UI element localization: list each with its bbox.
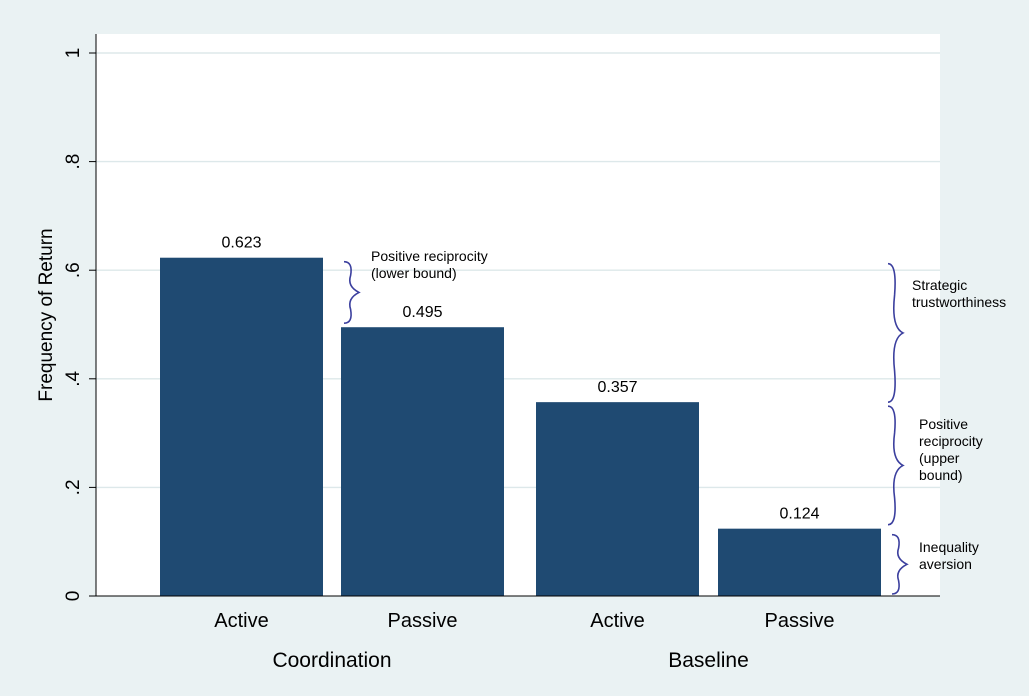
y-tick-label-4: .8 bbox=[63, 154, 84, 170]
annotation-text-0: Positive reciprocity (lower bound) bbox=[371, 248, 488, 281]
category-label-1: Passive bbox=[387, 610, 457, 632]
y-tick-label-1: .2 bbox=[63, 479, 84, 495]
annotation-text-2: Positive reciprocity (upper bound) bbox=[919, 416, 983, 483]
annotation-line: (upper bbox=[919, 450, 960, 466]
category-label-0: Active bbox=[214, 610, 268, 632]
bar-0 bbox=[160, 257, 323, 596]
annotation-line: reciprocity bbox=[919, 433, 983, 449]
annotation-line: Inequality bbox=[919, 539, 979, 555]
category-label-2: Active bbox=[590, 610, 644, 632]
annotation-line: Strategic bbox=[912, 277, 967, 293]
data-labels: 0.623 Active 0.495 Passive 0.357 Active 0.124 P… bbox=[214, 235, 834, 672]
annotation-brace-1 bbox=[887, 262, 905, 403]
annotation-line: aversion bbox=[919, 556, 972, 572]
annotation-line: (lower bound) bbox=[371, 265, 457, 281]
group-label-0: Coordination bbox=[272, 649, 391, 672]
annotation-line: bound) bbox=[919, 467, 963, 483]
annotation-text-1: Strategic trustworthiness bbox=[912, 277, 1006, 310]
annotation-brace-2 bbox=[887, 405, 905, 526]
data-label-2: 0.357 bbox=[597, 379, 637, 396]
bars bbox=[160, 257, 881, 596]
data-label-3: 0.124 bbox=[779, 506, 819, 523]
annotation-line: Positive reciprocity bbox=[371, 248, 488, 264]
bar-1 bbox=[341, 327, 504, 596]
annotation-line: trustworthiness bbox=[912, 294, 1006, 310]
category-label-3: Passive bbox=[764, 610, 834, 632]
annotation-text-3: Inequality aversion bbox=[919, 539, 979, 572]
y-axis-title: Frequency of Return bbox=[36, 228, 57, 401]
bar-3 bbox=[718, 528, 881, 596]
data-label-0: 0.623 bbox=[221, 235, 261, 252]
annotation-brace-3 bbox=[891, 533, 909, 595]
data-label-1: 0.495 bbox=[402, 304, 442, 321]
y-tick-label-0: 0 bbox=[63, 591, 84, 602]
y-tick-label-3: .6 bbox=[63, 262, 84, 278]
group-label-1: Baseline bbox=[668, 649, 749, 672]
y-tick-label-5: 1 bbox=[63, 48, 84, 59]
bar-2 bbox=[536, 402, 699, 596]
annotation-line: Positive bbox=[919, 416, 968, 432]
y-tick-label-2: .4 bbox=[63, 370, 84, 386]
annotation-brace-0 bbox=[343, 260, 361, 325]
y-axis: 0 .2 .4 .6 .8 1 bbox=[63, 34, 940, 601]
annotations: Positive reciprocity (lower bound)Strateg… bbox=[343, 248, 1006, 595]
